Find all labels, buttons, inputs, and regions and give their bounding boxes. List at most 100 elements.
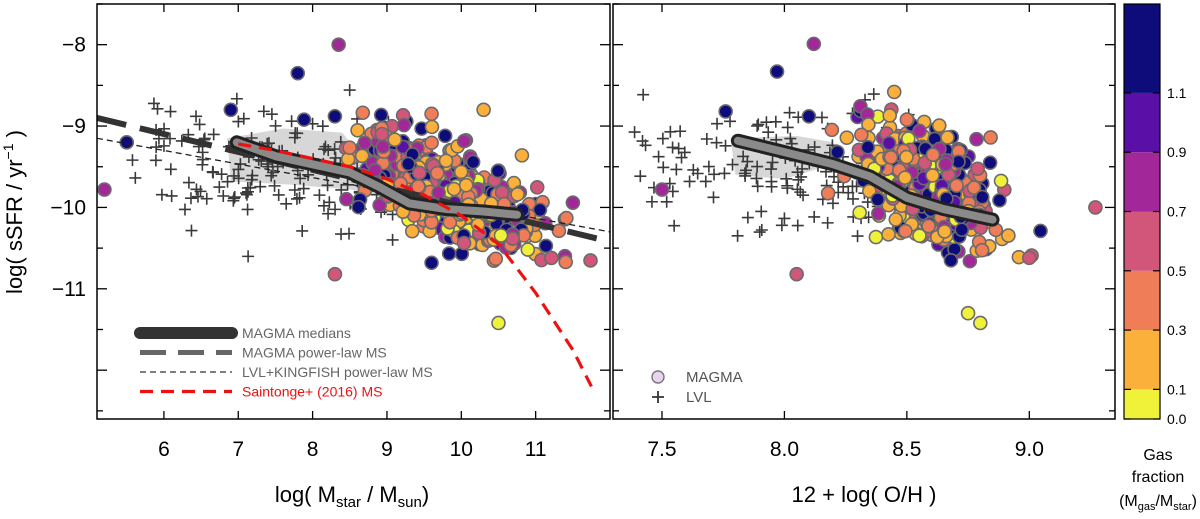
magma-point [424, 106, 439, 122]
colorbar-tick-label: 0.1 [1167, 381, 1187, 397]
right-panel: 7.5 8.0 8.5 9.0 MAGMA LVL 12 + log( O/H ) [612, 3, 1116, 507]
magma-point [538, 238, 554, 254]
left-legend: MAGMA medians MAGMA power-law MS LVL+KINGF… [134, 325, 433, 400]
lvl-point [731, 229, 744, 242]
lvl-point [242, 250, 255, 263]
magma-point [404, 223, 420, 239]
x-tick-label: 7.5 [647, 438, 676, 461]
colorbar-bin [1124, 389, 1160, 419]
lvl-point [213, 181, 226, 194]
magma-point [375, 139, 391, 154]
magma-point [493, 228, 509, 243]
lvl-point [297, 182, 310, 195]
magma-point [387, 132, 403, 147]
lvl-point [192, 190, 205, 203]
magma-point [654, 182, 670, 197]
lvl-point [766, 156, 779, 169]
lvl-point [687, 163, 700, 176]
magma-point [962, 253, 978, 269]
lvl-point [750, 172, 763, 185]
lvl-point [656, 132, 669, 145]
right-x-axis-label: 12 + log( O/H ) [792, 482, 937, 507]
legend-label: MAGMA [686, 369, 743, 386]
lvl-point [150, 141, 163, 154]
magma-point [342, 140, 357, 156]
lvl-point [791, 219, 804, 232]
magma-point [1088, 200, 1103, 215]
lvl-point [762, 126, 775, 139]
lvl-point [780, 172, 793, 185]
lvl-point [851, 230, 864, 243]
magma-point [532, 202, 548, 218]
colorbar-bin [1124, 152, 1160, 212]
magma-point [882, 108, 898, 123]
magma-point [937, 224, 952, 239]
lvl-point [129, 171, 142, 184]
lvl-point [254, 180, 267, 193]
lvl-point [386, 233, 399, 246]
lvl-point [290, 192, 303, 205]
magma-point [966, 180, 982, 195]
lvl-point [155, 188, 168, 201]
magma-point [983, 130, 998, 145]
lvl-point [781, 182, 794, 195]
lvl-point [675, 151, 688, 164]
lvl-point [784, 132, 797, 145]
lvl-point [826, 197, 839, 210]
magma-point [881, 227, 896, 242]
magma-point [854, 127, 869, 143]
lvl-point [726, 158, 739, 171]
magma-point [973, 315, 988, 331]
magma-point [453, 164, 469, 180]
x-tick-label: 7 [232, 438, 244, 461]
lvl-point [321, 179, 334, 192]
magma-point [992, 193, 1007, 208]
lvl-point [296, 224, 309, 237]
lvl-point [792, 173, 805, 186]
lvl-point [718, 167, 731, 180]
lvl-point [316, 120, 329, 133]
lvl-point [783, 106, 796, 119]
y-tick-label: −9 [62, 115, 86, 138]
magma-point [565, 195, 581, 210]
lvl-point [700, 132, 713, 145]
magma-point [806, 36, 822, 52]
lvl-point [206, 165, 219, 178]
lvl-point [221, 175, 234, 188]
magma-point [583, 253, 598, 268]
magma-point [456, 133, 472, 149]
magma-point [938, 157, 953, 172]
colorbar-tick-label: 1.1 [1167, 85, 1187, 101]
lvl-point [668, 219, 681, 232]
magma-point [801, 108, 817, 124]
magma-point [97, 182, 112, 197]
magma-point [465, 154, 481, 170]
lvl-point [639, 139, 652, 152]
legend-label: MAGMA medians [242, 325, 351, 341]
magma-point [488, 251, 504, 267]
lvl-point [751, 180, 764, 193]
colorbar-bin [1124, 270, 1160, 331]
lvl-point [707, 191, 720, 204]
colorbar: 0.0 0.1 0.3 0.5 0.7 0.9 1.1 Gas fraction (Mgas… [1119, 3, 1197, 513]
lvl-point [657, 161, 670, 174]
lvl-point [163, 132, 176, 145]
lvl-point [182, 176, 195, 189]
y-tick-label: −10 [50, 196, 86, 219]
x-tick-label: 8.5 [892, 438, 921, 461]
magma-point [327, 108, 343, 124]
magma-point [510, 187, 525, 202]
magma-point [830, 144, 845, 160]
lvl-kingfish-power-law-line [97, 137, 610, 233]
magma-point [437, 128, 453, 144]
magma-point [558, 254, 573, 270]
magma-point [456, 235, 472, 251]
magma-point [769, 64, 785, 79]
lvl-point [815, 111, 828, 124]
magma-point [290, 65, 306, 81]
magma-medians-line [733, 136, 997, 224]
magma-point [993, 173, 1009, 189]
magma-point [940, 130, 955, 145]
lvl-point [797, 189, 810, 202]
